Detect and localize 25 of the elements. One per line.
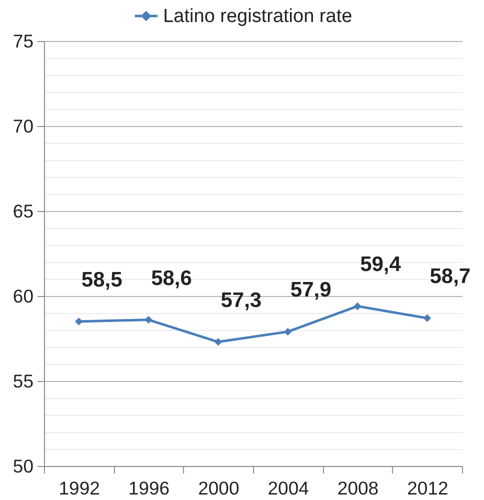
point [284, 328, 292, 336]
y-tick-label: 75 [12, 30, 34, 52]
legend-label: Latino registration rate [163, 6, 352, 27]
x-tick-label: 1992 [58, 478, 100, 498]
point [354, 302, 362, 310]
data-label: 58,7 [430, 265, 471, 288]
data-label: 57,3 [220, 288, 262, 312]
data-label: 59,4 [360, 253, 402, 276]
y-tick-label: 50 [12, 456, 34, 476]
data-label: 58,5 [81, 268, 123, 292]
y-tick-label: 60 [12, 286, 34, 306]
x-tick-label: 2004 [268, 478, 309, 498]
x-tick-label: 2012 [407, 478, 448, 498]
point [214, 338, 222, 346]
y-tick-label: 55 [12, 370, 34, 392]
y-tick-label: 70 [12, 116, 34, 136]
data-label: 57,9 [290, 278, 332, 302]
y-tick-label: 65 [12, 200, 34, 222]
data-label: 58,6 [151, 266, 192, 290]
x-tick-label: 1996 [128, 478, 170, 498]
x-tick-label: 2000 [198, 478, 240, 498]
point [423, 314, 432, 322]
point [144, 316, 152, 324]
point [74, 318, 83, 326]
x-tick-label: 2008 [337, 478, 379, 498]
